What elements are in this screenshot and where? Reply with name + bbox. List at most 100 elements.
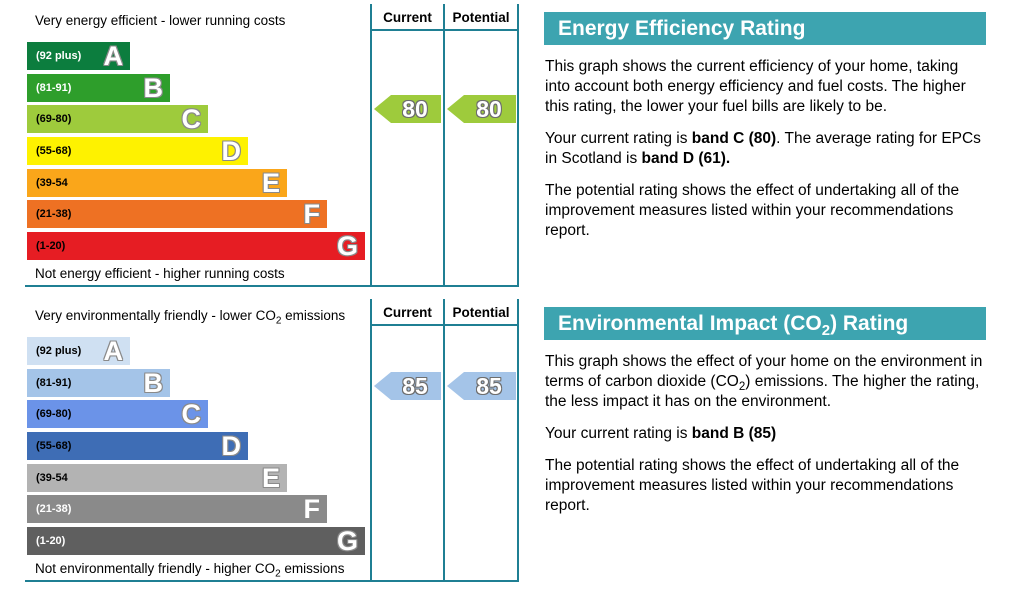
paragraph-text: . The average rating for EPCs in Scotlan…: [545, 130, 981, 167]
paragraph-text: Your current rating is: [545, 130, 692, 147]
co2-chart-bottom-caption: Not environmentally friendly - higher CO…: [35, 561, 345, 579]
energy-efficiency-panel: Energy Efficiency Rating This graph show…: [544, 12, 986, 241]
energy-paragraph-intro: This graph shows the current efficiency …: [545, 57, 986, 117]
potential-column-header: Potential: [452, 10, 510, 25]
energy-efficiency-chart: Very energy efficient - lower running co…: [0, 0, 525, 291]
caption-text: Very environmentally friendly - lower CO: [35, 308, 276, 323]
band-range-label: (39-54: [36, 472, 68, 484]
band-row-a: (92 plus) A: [27, 42, 130, 70]
chart-bottom-line: [25, 580, 519, 582]
energy-efficiency-title: Energy Efficiency Rating: [544, 12, 986, 45]
paragraph-subscript: 2: [738, 381, 746, 394]
potential-column-right-line: [517, 4, 519, 287]
band-row-b: (81-91) B: [27, 369, 170, 397]
band-letter: G: [336, 526, 358, 556]
current-rating-arrow: 80: [374, 95, 441, 123]
band-range-label: (92 plus): [36, 345, 82, 357]
band-range-label: (39-54: [36, 177, 68, 189]
title-text: Environmental Impact (CO: [558, 312, 822, 335]
chart-bottom-line: [25, 285, 519, 287]
band-row-d: (55-68) D: [27, 137, 248, 165]
band-range-label: (81-91): [36, 82, 72, 94]
paragraph-text: This graph shows the current efficiency …: [545, 58, 966, 115]
title-text: Energy Efficiency Rating: [558, 17, 806, 40]
potential-column-right-line: [517, 299, 519, 582]
band-letter: G: [336, 231, 358, 261]
current-rating-value: 85: [402, 373, 428, 399]
band-letter: D: [221, 431, 242, 461]
band-range-label: (55-68): [36, 440, 72, 452]
co2-paragraph-intro: This graph shows the effect of your home…: [545, 352, 986, 412]
potential-column-header: Potential: [452, 305, 510, 320]
band-range-label: (55-68): [36, 145, 72, 157]
caption-text: emissions: [281, 308, 346, 323]
caption-text: emissions: [280, 561, 345, 576]
column-header-underline: [370, 29, 519, 31]
band-row-e: (39-54 E: [27, 464, 287, 492]
band-range-label: (81-91): [36, 377, 72, 389]
band-row-d: (55-68) D: [27, 432, 248, 460]
energy-paragraph-potential: The potential rating shows the effect of…: [545, 182, 960, 239]
caption-text: Not energy efficient - higher running co…: [35, 266, 285, 281]
co2-paragraph-rating: Your current rating is band B (85): [545, 424, 986, 444]
co2-paragraph-potential: The potential rating shows the effect of…: [545, 457, 960, 514]
band-row-g: (1-20) G: [27, 527, 365, 555]
band-letter: B: [143, 73, 164, 103]
band-row-c: (69-80) C: [27, 400, 208, 428]
average-band-bold: band D (61).: [641, 150, 731, 167]
environmental-impact-panel: Environmental Impact (CO2) Rating This g…: [544, 307, 986, 516]
title-text: ) Rating: [830, 312, 909, 335]
band-letter: E: [261, 168, 280, 198]
band-letter: A: [103, 41, 124, 71]
current-band-bold: band B (85): [691, 425, 777, 442]
band-range-label: (21-38): [36, 503, 72, 515]
paragraph-text: Your current rating is: [545, 425, 692, 442]
caption-subscript: 2: [275, 568, 281, 580]
energy-chart-bottom-caption: Not energy efficient - higher running co…: [35, 266, 285, 281]
band-row-f: (21-38) F: [27, 200, 327, 228]
current-column-header: Current: [383, 10, 432, 25]
energy-chart-top-caption: Very energy efficient - lower running co…: [35, 13, 285, 28]
band-letter: C: [181, 104, 202, 134]
paragraph-text: ) emissions. The higher the rating, the …: [545, 373, 980, 410]
caption-subscript: 2: [275, 315, 282, 327]
potential-rating-arrow: 85: [447, 372, 516, 400]
column-header-underline: [370, 324, 519, 326]
current-band-bold: band C (80): [691, 130, 777, 147]
band-letter: F: [303, 199, 321, 229]
band-letter: C: [181, 399, 202, 429]
band-letter: A: [103, 336, 124, 366]
band-letter: D: [221, 136, 242, 166]
potential-rating-value: 85: [476, 373, 502, 399]
band-range-label: (1-20): [36, 240, 66, 252]
band-row-c: (69-80) C: [27, 105, 208, 133]
caption-text: Not environmentally friendly - higher CO: [35, 561, 276, 576]
column-divider-line: [443, 299, 445, 582]
environmental-impact-chart: Very environmentally friendly - lower CO…: [0, 295, 525, 586]
current-column-header: Current: [383, 305, 432, 320]
energy-paragraph-rating: Your current rating is band C (80). The …: [545, 129, 986, 169]
band-letter: B: [143, 368, 164, 398]
band-range-label: (1-20): [36, 535, 66, 547]
band-row-b: (81-91) B: [27, 74, 170, 102]
column-divider-line: [443, 4, 445, 287]
co2-chart-top-caption: Very environmentally friendly - lower CO…: [35, 308, 346, 326]
band-row-e: (39-54 E: [27, 169, 287, 197]
potential-rating-value: 80: [476, 96, 502, 122]
paragraph-text: This graph shows the effect of your home…: [545, 353, 983, 390]
band-range-label: (21-38): [36, 208, 72, 220]
band-row-g: (1-20) G: [27, 232, 365, 260]
title-subscript: 2: [821, 322, 831, 340]
band-letter: F: [303, 494, 321, 524]
current-rating-arrow: 85: [374, 372, 441, 400]
potential-rating-arrow: 80: [447, 95, 516, 123]
band-range-label: (69-80): [36, 113, 72, 125]
caption-text: Very energy efficient - lower running co…: [35, 13, 286, 28]
environmental-impact-title: Environmental Impact (CO2) Rating: [544, 307, 986, 340]
band-range-label: (69-80): [36, 408, 72, 420]
current-column-left-line: [370, 4, 372, 287]
band-letter: E: [261, 463, 280, 493]
band-row-a: (92 plus) A: [27, 337, 130, 365]
band-row-f: (21-38) F: [27, 495, 327, 523]
